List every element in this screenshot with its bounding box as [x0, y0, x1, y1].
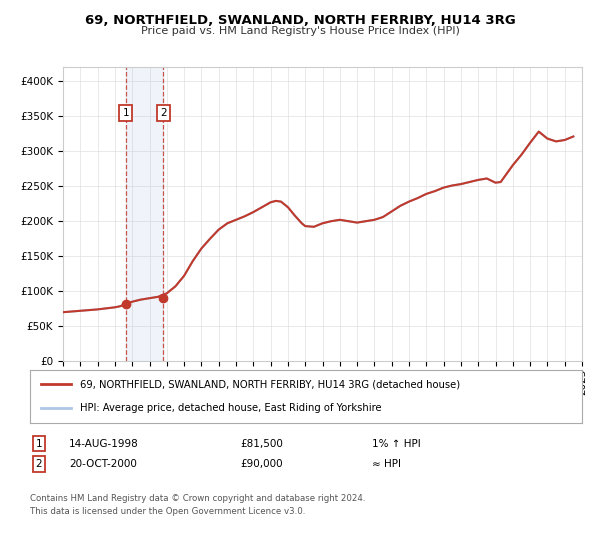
Text: 1: 1: [122, 108, 129, 118]
Text: 69, NORTHFIELD, SWANLAND, NORTH FERRIBY, HU14 3RG: 69, NORTHFIELD, SWANLAND, NORTH FERRIBY,…: [85, 14, 515, 27]
Bar: [125, 67, 163, 361]
Text: 69, NORTHFIELD, SWANLAND, NORTH FERRIBY, HU14 3RG (detached house): 69, NORTHFIELD, SWANLAND, NORTH FERRIBY,…: [80, 380, 460, 390]
Text: 14-AUG-1998: 14-AUG-1998: [69, 438, 139, 449]
Text: Price paid vs. HM Land Registry's House Price Index (HPI): Price paid vs. HM Land Registry's House …: [140, 26, 460, 36]
Text: 2: 2: [160, 108, 167, 118]
Text: £90,000: £90,000: [240, 459, 283, 469]
Text: 1: 1: [35, 438, 43, 449]
Text: 1% ↑ HPI: 1% ↑ HPI: [372, 438, 421, 449]
Text: 20-OCT-2000: 20-OCT-2000: [69, 459, 137, 469]
Text: HPI: Average price, detached house, East Riding of Yorkshire: HPI: Average price, detached house, East…: [80, 403, 382, 413]
Text: Contains HM Land Registry data © Crown copyright and database right 2024.
This d: Contains HM Land Registry data © Crown c…: [30, 494, 365, 516]
Text: 2: 2: [35, 459, 43, 469]
Text: ≈ HPI: ≈ HPI: [372, 459, 401, 469]
Text: £81,500: £81,500: [240, 438, 283, 449]
